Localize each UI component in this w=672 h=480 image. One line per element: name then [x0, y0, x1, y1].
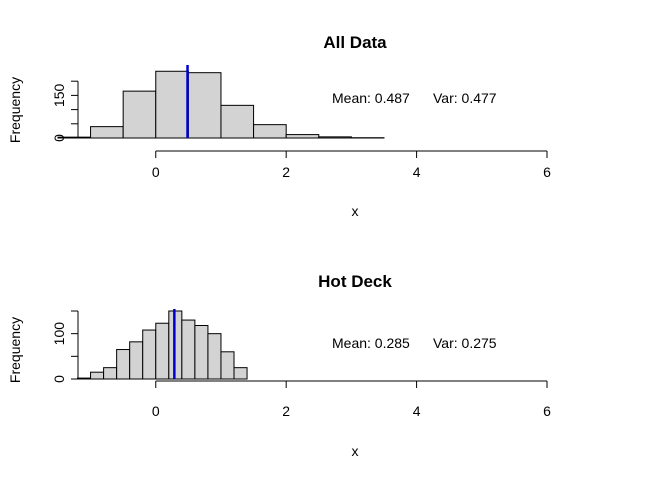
x-axis: 0 2 4 6 — [152, 150, 551, 180]
histogram-bar — [253, 124, 287, 139]
histogram-bar — [155, 322, 170, 380]
bars — [77, 309, 248, 380]
histogram-bar — [318, 136, 352, 139]
y-axis: 0 100 — [51, 310, 79, 383]
x-axis-label: x — [352, 203, 359, 219]
y-tick-label: 150 — [51, 84, 67, 108]
mean-annotation: Mean: 0.487 — [332, 90, 410, 106]
x-tick-label: 0 — [152, 164, 160, 180]
chart-title: Hot Deck — [318, 272, 392, 291]
x-tick-label: 6 — [543, 403, 551, 419]
x-tick-label: 2 — [282, 403, 290, 419]
y-axis-label: Frequency — [7, 77, 23, 143]
x-axis: 0 2 4 6 — [152, 380, 551, 419]
y-axis: 0 150 — [51, 80, 79, 142]
y-tick-label: 100 — [51, 322, 67, 346]
histogram-bar — [285, 134, 320, 139]
histogram-bar — [90, 126, 124, 139]
variance-annotation: Var: 0.275 — [433, 335, 497, 351]
histogram-bar — [187, 72, 222, 139]
x-tick-label: 4 — [413, 164, 421, 180]
chart-title: All Data — [323, 33, 387, 52]
x-axis-label: x — [352, 443, 359, 459]
histogram-bar — [116, 349, 131, 380]
histogram-bar — [155, 70, 189, 139]
y-tick-label: 0 — [51, 375, 67, 383]
histogram-bar — [122, 90, 157, 139]
histogram-bar — [194, 325, 209, 380]
histogram-bar — [181, 319, 196, 380]
y-axis-label: Frequency — [7, 317, 23, 383]
y-tick-label: 0 — [51, 134, 67, 142]
histogram-bar — [90, 371, 105, 380]
histogram-bar — [207, 333, 222, 380]
mean-annotation: Mean: 0.285 — [332, 335, 410, 351]
histogram-bar — [103, 367, 118, 380]
histogram-bar — [129, 341, 144, 380]
histogram-panel-all-data: All Data Frequency x Mean: 0.487 Var: 0.… — [7, 33, 551, 219]
histogram-bar — [220, 104, 255, 139]
histogram-bar — [233, 367, 248, 380]
histogram-bar — [77, 377, 92, 380]
histogram-panel-hot-deck: Hot Deck Frequency x Mean: 0.285 Var: 0.… — [7, 272, 551, 459]
variance-annotation: Var: 0.477 — [433, 90, 497, 106]
x-tick-label: 4 — [413, 403, 421, 419]
histogram-bar — [142, 329, 157, 380]
histogram-bar — [220, 351, 235, 380]
bars — [57, 65, 385, 139]
x-tick-label: 0 — [152, 403, 160, 419]
x-tick-label: 6 — [543, 164, 551, 180]
x-tick-label: 2 — [282, 164, 290, 180]
